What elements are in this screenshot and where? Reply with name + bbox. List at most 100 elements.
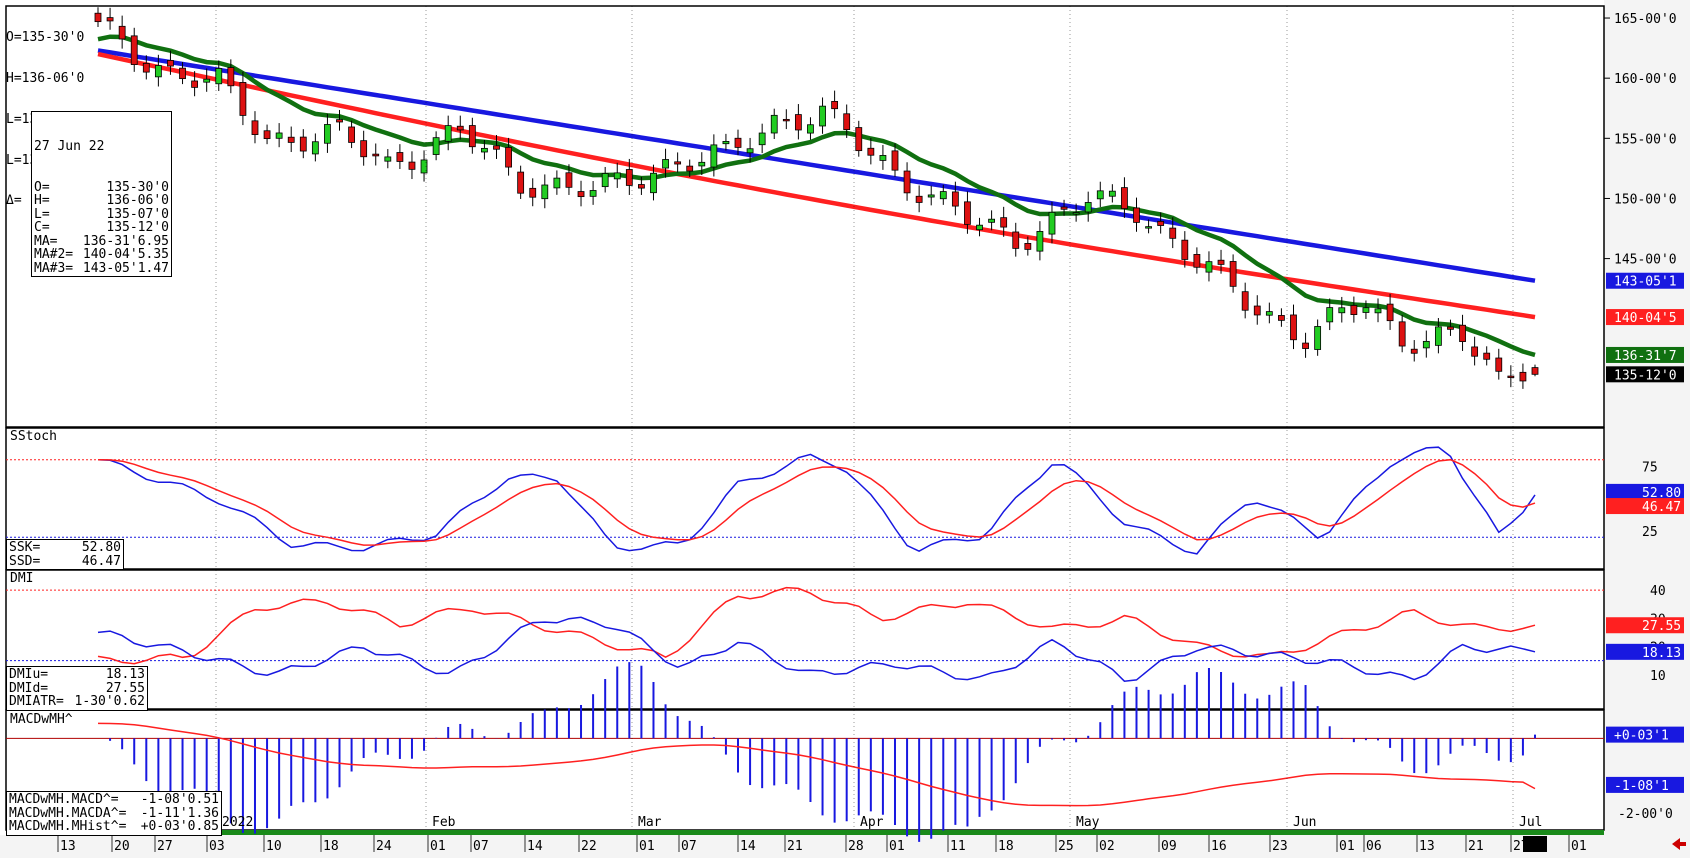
candle-body <box>348 126 355 143</box>
candle-body <box>456 125 464 131</box>
ssto-tag-bg <box>1606 483 1684 500</box>
candle-body <box>1459 324 1466 342</box>
day-label: 13 <box>60 839 76 854</box>
candle-body <box>227 67 235 87</box>
macd-tick-label: -2-00'0 <box>1618 807 1673 822</box>
candle-body <box>118 25 126 40</box>
candle-body <box>1012 231 1020 249</box>
month-label: Feb <box>432 815 456 830</box>
candle-body <box>396 152 404 162</box>
dmi-value: 18.13 <box>105 667 145 682</box>
day-label: 24 <box>376 839 392 854</box>
candle-body <box>867 147 875 156</box>
day-label: 18 <box>998 839 1014 854</box>
price-tick-label: 150-00'0 <box>1614 192 1677 207</box>
candle-body <box>601 173 609 188</box>
day-label: 01 <box>1571 839 1587 854</box>
price-tag-label: 136-31'7 <box>1614 349 1677 364</box>
month-label: May <box>1076 815 1100 830</box>
day-label: 27 <box>157 839 173 854</box>
candle-body <box>179 67 186 80</box>
day-label: 21 <box>1468 839 1484 854</box>
candle-body <box>360 140 368 158</box>
candle-body <box>517 171 525 194</box>
candle-body <box>1072 212 1080 215</box>
candle-body <box>674 161 682 165</box>
macd-value: +0-03'0.85 <box>140 819 219 834</box>
candle-body <box>1181 239 1189 260</box>
candle-body <box>819 105 826 127</box>
data-window-key: L= <box>34 206 50 222</box>
candle-body <box>130 35 138 65</box>
dmi-key: DMId= <box>9 680 49 696</box>
data-window-value: 135-12'0 <box>106 220 169 235</box>
data-window-key: C= <box>34 220 50 235</box>
candle-body <box>444 125 452 142</box>
macd-row: MACDwMH.MHist^= +0-03'0.85 <box>9 820 219 834</box>
day-label: 28 <box>848 839 864 854</box>
data-window-value: 143-05'1.47 <box>82 260 169 276</box>
candle-body <box>1253 305 1261 316</box>
day-label: 07 <box>681 839 697 854</box>
candle-body <box>287 136 295 143</box>
candle-body <box>203 78 211 83</box>
candle-body <box>154 65 162 78</box>
ssto-tick-label: 25 <box>1642 525 1658 540</box>
candle-body <box>927 194 935 198</box>
candle-body <box>1145 226 1152 229</box>
candle-body <box>1362 307 1370 313</box>
macd-panel-title: MACDwMH^ <box>8 712 75 727</box>
candle-body <box>638 184 645 189</box>
candle-body <box>1374 308 1382 314</box>
candle-body <box>324 124 331 144</box>
candle-body <box>275 132 283 139</box>
price-tag-label: 135-12'0 <box>1614 368 1677 383</box>
day-label: 01 <box>1339 839 1355 854</box>
dmiu-line <box>97 616 1536 682</box>
day-label: 10 <box>266 839 282 854</box>
month-label: 2022 <box>222 815 253 830</box>
ssto-row: SSD= 46.47 <box>9 553 121 569</box>
ssto-key: SSD= <box>9 553 41 569</box>
dmi-values-box: DMIu= 18.13 DMId= 27.55 DMIATR= 1-30'0.62 <box>6 666 148 711</box>
dmi-tick-label: 10 <box>1650 669 1666 684</box>
data-window-key: MA#3= <box>34 260 74 276</box>
data-window-key: MA#2= <box>34 247 74 262</box>
ssto-value: 52.80 <box>81 540 121 555</box>
candle-body <box>1000 217 1008 228</box>
day-label: 23 <box>1272 839 1288 854</box>
candle-body <box>1471 346 1479 357</box>
candle-body <box>1205 261 1213 273</box>
candle-body <box>167 60 174 67</box>
candle-body <box>1060 206 1068 210</box>
ssto-row: SSK= 52.80 <box>9 541 121 555</box>
candle-body <box>1290 314 1297 341</box>
ssto-panel-frame <box>5 427 1605 570</box>
price-tick-label: 160-00'0 <box>1614 72 1677 87</box>
dmi-panel-frame <box>5 569 1605 710</box>
ssto-value: 46.47 <box>81 553 121 569</box>
data-window-key: H= <box>34 193 50 208</box>
candle-body <box>734 137 742 148</box>
price-tag-bg <box>1606 346 1684 363</box>
candle-body <box>239 82 247 116</box>
data-window-row: C= 135-12'0 <box>34 221 169 235</box>
scroll-left-arrow-icon <box>1672 838 1686 850</box>
candle-body <box>746 148 754 154</box>
macd-tag-label: -1-08'1 <box>1614 779 1669 794</box>
candle-body <box>553 177 561 189</box>
price-tag-bg <box>1606 366 1684 383</box>
month-label: Mar <box>638 815 662 830</box>
candle-body <box>1531 367 1539 375</box>
candle-body <box>142 62 150 73</box>
data-window-row: MA= 136-31'6.95 <box>34 234 169 249</box>
day-label: 25 <box>1058 839 1074 854</box>
price-tag-label: 140-04'5 <box>1614 311 1677 326</box>
candle-body <box>311 141 319 155</box>
dmi-panel-title: DMI <box>8 571 36 586</box>
macd-tag-bg <box>1606 726 1684 743</box>
dmi-key: DMIu= <box>9 667 49 682</box>
candle-body <box>1108 190 1116 197</box>
